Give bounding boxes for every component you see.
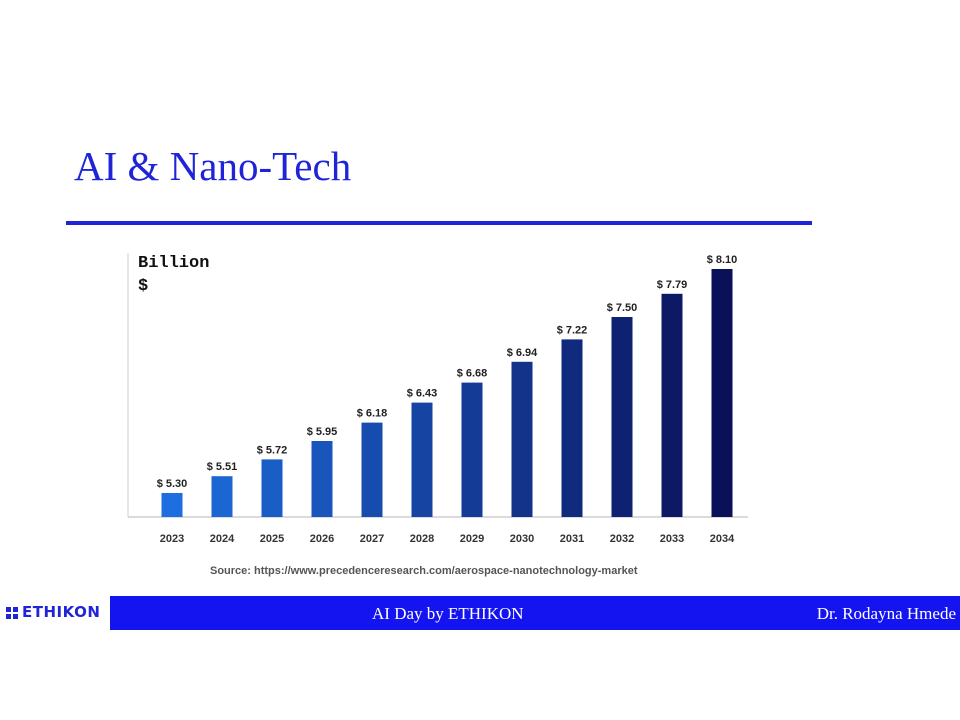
ethikon-logo-icon <box>6 607 18 619</box>
chart-source-note: Source: https://www.precedenceresearch.c… <box>210 565 638 577</box>
footer-presenter: Dr. Rodayna Hmede <box>816 604 956 623</box>
x-tick-label-2032: 2032 <box>610 533 634 545</box>
slide-title: AI & Nano-Tech <box>74 143 352 189</box>
data-label-2023: $ 5.30 <box>157 478 188 490</box>
x-tick-label-2027: 2027 <box>360 533 384 545</box>
x-tick-label-2023: 2023 <box>160 533 184 545</box>
data-label-2031: $ 7.22 <box>557 324 588 336</box>
data-label-2034: $ 8.10 <box>707 254 738 266</box>
bar-2024 <box>211 476 233 517</box>
x-tick-label-2030: 2030 <box>510 533 534 545</box>
data-label-2028: $ 6.43 <box>407 388 438 400</box>
footer-logo: ETHIKON <box>0 596 110 630</box>
data-label-2030: $ 6.94 <box>507 347 538 359</box>
bar-2029 <box>461 382 483 517</box>
x-tick-label-2029: 2029 <box>460 533 484 545</box>
data-label-2024: $ 5.51 <box>207 461 238 473</box>
bar-2025 <box>261 459 283 517</box>
bar-chart-panel: $ 5.30 2023 $ 5.51 2024 $ 5.72 2025 $ 5.95 2026… <box>120 243 760 583</box>
bar-2028 <box>411 402 433 517</box>
x-tick-label-2024: 2024 <box>210 533 235 545</box>
footer-bar: ETHIKON AI Day by ETHIKON Dr. Rodayna Hm… <box>0 596 960 630</box>
x-tick-label-2028: 2028 <box>410 533 434 545</box>
x-tick-label-2025: 2025 <box>260 533 284 545</box>
chart-unit-label: Billion $ <box>138 254 210 296</box>
bar-2027 <box>361 422 383 517</box>
title-divider <box>66 221 812 225</box>
data-label-2026: $ 5.95 <box>307 426 338 438</box>
bar-2023 <box>161 493 183 517</box>
x-tick-label-2034: 2034 <box>710 533 735 545</box>
x-tick-label-2026: 2026 <box>310 533 334 545</box>
footer-logo-text: ETHIKON <box>22 603 101 621</box>
bar-2031 <box>561 339 583 517</box>
x-tick-label-2031: 2031 <box>560 533 584 545</box>
footer-event-title: AI Day by ETHIKON <box>372 604 524 623</box>
x-tick-label-2033: 2033 <box>660 533 684 545</box>
bar-chart: $ 5.30 2023 $ 5.51 2024 $ 5.72 2025 $ 5.95 2026… <box>127 253 748 545</box>
data-label-2033: $ 7.79 <box>657 279 688 291</box>
data-label-2025: $ 5.72 <box>257 444 288 456</box>
data-label-2027: $ 6.18 <box>357 408 388 420</box>
bar-2030 <box>511 361 533 517</box>
bar-2034 <box>711 269 733 517</box>
data-label-2032: $ 7.50 <box>607 302 638 314</box>
footer-band: AI Day by ETHIKON Dr. Rodayna Hmede <box>110 596 960 630</box>
data-label-2029: $ 6.68 <box>457 368 488 380</box>
bar-2026 <box>311 441 333 517</box>
bar-2032 <box>611 317 633 517</box>
bar-2033 <box>661 293 683 517</box>
